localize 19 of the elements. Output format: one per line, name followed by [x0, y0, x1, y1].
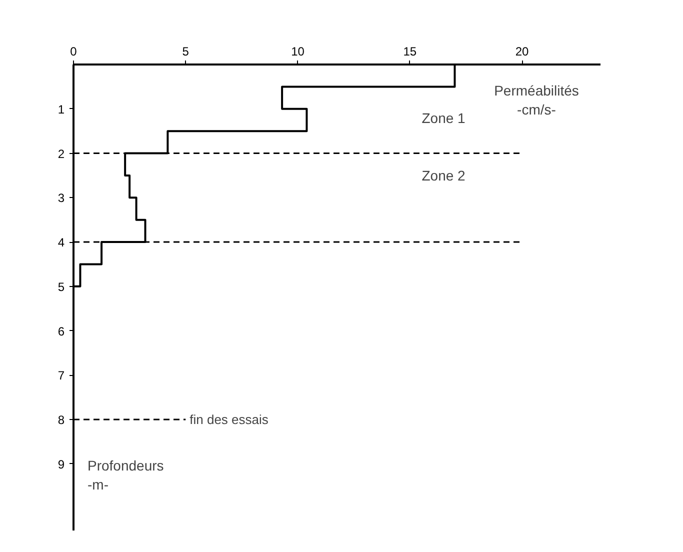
- y-tick-label: 5: [58, 280, 65, 294]
- y-tick-label: 6: [58, 324, 65, 338]
- x-tick-label: 5: [182, 44, 190, 58]
- x-tick-label: 20: [515, 44, 530, 58]
- y-axis-title: Profondeurs -m-: [88, 457, 164, 492]
- x-tick-label: 15: [403, 44, 417, 58]
- y-tick-label: 3: [58, 191, 65, 206]
- y-tick-label: 4: [58, 236, 65, 250]
- x-axis-title: Perméabilités -cm/s-: [494, 82, 579, 118]
- annotation: Zone 2: [422, 167, 466, 184]
- x-tick-label: 10: [291, 44, 305, 58]
- y-tick-label: 8: [58, 413, 65, 428]
- y-tick-label: 2: [58, 146, 65, 161]
- annotation: Zone 1: [422, 110, 466, 126]
- y-tick-label: 7: [58, 368, 65, 383]
- x-tick-label: 0: [70, 44, 78, 58]
- ref-line-label: fin des essais: [190, 412, 269, 428]
- y-tick-label: 1: [58, 102, 65, 116]
- y-tick-label: 9: [58, 457, 65, 472]
